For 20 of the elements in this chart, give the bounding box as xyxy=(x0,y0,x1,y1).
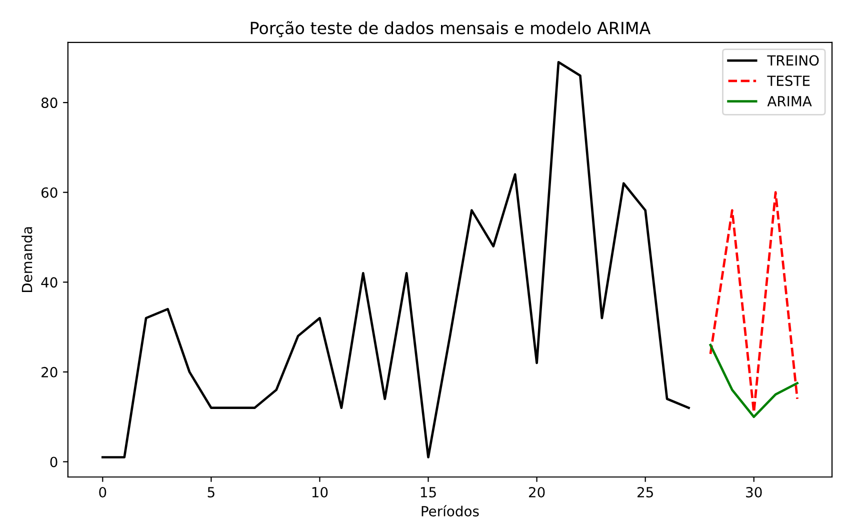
legend-label: ARIMA xyxy=(767,96,812,106)
legend-label: TESTE xyxy=(767,76,810,86)
chart-title: Porção teste de dados mensais e modelo ARIMA xyxy=(250,21,651,38)
y-tick-label: 60 xyxy=(41,187,58,198)
y-tick-label: 0 xyxy=(50,456,58,468)
legend-label: TREINO xyxy=(767,55,819,66)
x-axis-title: Períodos xyxy=(422,505,479,516)
x-tick-label: 25 xyxy=(638,486,653,498)
x-tick-label: 5 xyxy=(208,487,214,498)
x-tick-label: 20 xyxy=(528,486,545,498)
y-axis-title: Demanda xyxy=(22,227,32,292)
x-tick-label: 30 xyxy=(746,486,762,498)
y-tick-label: 40 xyxy=(41,277,58,288)
line-series xyxy=(101,60,690,458)
x-tick-label: 0 xyxy=(99,486,106,498)
y-tick-label: 80 xyxy=(41,98,58,108)
y-tick-label: 20 xyxy=(42,366,58,378)
x-tick-label: 15 xyxy=(420,487,436,498)
x-tick-label: 10 xyxy=(312,486,328,498)
line-series xyxy=(709,344,798,418)
